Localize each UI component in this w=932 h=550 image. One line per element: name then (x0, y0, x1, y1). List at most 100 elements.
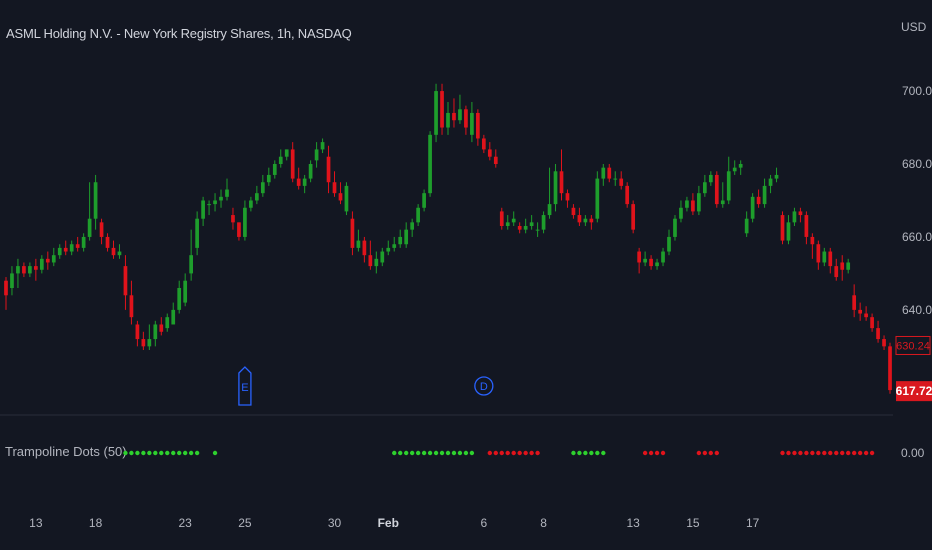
currency-label: USD (901, 20, 927, 34)
candle-body (487, 149, 492, 157)
indicator-dot (804, 450, 809, 456)
candle-body (864, 313, 868, 318)
candle-body (613, 178, 618, 180)
indicator-dot (828, 450, 833, 456)
indicator-dot (451, 450, 457, 456)
candle-body (481, 138, 486, 150)
indicator-dot (505, 450, 510, 456)
y-tick-label: 700.00 (902, 84, 932, 98)
dividend-icon[interactable] (474, 376, 494, 396)
candle-body (517, 226, 522, 230)
candle-body (237, 222, 241, 237)
candle-body (81, 236, 86, 248)
candle-body (458, 109, 462, 121)
candle-body (189, 255, 194, 274)
candle-body (702, 182, 707, 194)
candle-body (870, 317, 874, 329)
indicator-dot (135, 450, 140, 456)
indicator-dot (529, 450, 534, 456)
candle-body (123, 266, 128, 296)
candle-body (278, 156, 283, 164)
indicator-dot (445, 450, 451, 456)
indicator-dot (857, 450, 863, 456)
candle-body (117, 251, 122, 256)
candle-body (332, 182, 337, 194)
candle-body (720, 200, 725, 205)
candle-body (404, 229, 409, 245)
indicator-dot (792, 450, 797, 456)
candle-body (768, 178, 773, 186)
indicator-dot (493, 450, 498, 456)
candle-body (380, 251, 385, 263)
indicator-dot (403, 450, 409, 456)
candle-body (625, 185, 630, 205)
indicator-dot (123, 450, 128, 456)
candle-body (553, 171, 558, 205)
candle-body (607, 167, 612, 179)
candle-body (28, 266, 32, 274)
indicator-dot (188, 450, 194, 456)
indicator-dot (398, 450, 403, 456)
candle-body (243, 207, 247, 237)
indicator-dot (798, 450, 803, 456)
indicator-dot (427, 450, 433, 456)
indicator-dot (212, 450, 218, 456)
indicator-label[interactable]: Trampoline Dots (50) (5, 444, 127, 459)
indicator-dot (863, 450, 869, 456)
candle-body (111, 247, 116, 256)
candle-body (541, 215, 546, 230)
candle-body (738, 164, 743, 168)
candle-body (45, 258, 50, 263)
candle-body (207, 204, 211, 206)
candle-body (571, 207, 576, 216)
indicator-dot (129, 450, 134, 456)
candle-body (476, 112, 480, 139)
candle-body (446, 112, 450, 128)
indicator-dot (392, 450, 397, 456)
candle-body (637, 251, 641, 263)
candle-body (368, 255, 373, 267)
indicator-dot (780, 450, 785, 456)
candle-body (195, 218, 199, 248)
indicator-dot (171, 450, 176, 456)
candle-body (714, 174, 719, 205)
candle-body (565, 193, 570, 201)
time-axis[interactable]: 13 18 23 25 30 Feb 6 8 13 15 17 (29, 516, 759, 530)
price-axis[interactable]: 640.00 660.00 680.00 700.00 0.00 (901, 84, 932, 460)
indicator-dot (439, 450, 445, 456)
candle-body (774, 174, 779, 179)
candle-body (326, 156, 331, 183)
candle-body (272, 164, 277, 175)
candle-body (87, 218, 92, 237)
indicator-dot (589, 450, 594, 456)
indicator-dot (153, 450, 158, 456)
candle-body (661, 251, 665, 263)
y-tick-label: 680.00 (902, 157, 932, 171)
price-label-box (895, 335, 931, 355)
earnings-icon[interactable] (238, 366, 252, 406)
candle-body (792, 211, 797, 223)
candle-body (57, 247, 62, 256)
indicator-dot (654, 450, 660, 456)
indicator-dot (642, 450, 648, 456)
candle-body (655, 262, 659, 267)
candle-body (470, 112, 474, 135)
indicator-dot (415, 450, 421, 456)
indicator-dot (571, 450, 576, 456)
last-price-text: 617.72 (896, 384, 932, 398)
candle-body (302, 178, 307, 186)
candle-body (392, 244, 397, 248)
candle-body (643, 258, 647, 263)
x-tick-label: Feb (378, 516, 399, 530)
candle-body (171, 309, 176, 325)
candle-body (888, 346, 892, 391)
candle-body (386, 247, 391, 252)
indicator-dot (834, 450, 839, 456)
candle-body (816, 244, 821, 263)
indicator-dot (660, 450, 666, 456)
x-tick-label: 8 (540, 516, 547, 530)
candle-body (51, 255, 56, 263)
candle-body (649, 258, 653, 267)
